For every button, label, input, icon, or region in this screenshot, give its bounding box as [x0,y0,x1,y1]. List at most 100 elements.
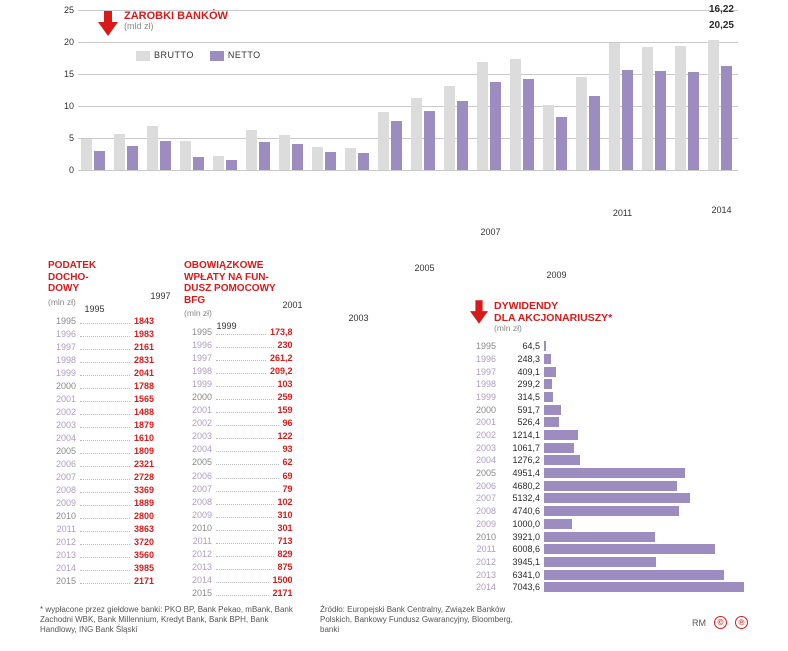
row-year: 2014 [48,562,76,575]
table-row: 20021488 [48,406,154,419]
dividend-row: 20103921,0 [470,530,760,543]
row-year: 1997 [184,352,212,365]
dividend-row: 20064680,2 [470,479,760,492]
row-hbar [544,519,572,529]
row-val: 2041 [134,367,154,380]
table-row: 19972161 [48,341,154,354]
row-hbar [544,493,690,503]
bar-brutto [510,59,521,170]
year-group [246,130,274,170]
bar-brutto [114,134,125,170]
dividend-row: 1998299,2 [470,378,760,391]
row-val: 713 [278,535,293,548]
row-val: 173,8 [270,326,293,339]
row-year: 2009 [470,519,496,529]
bar-netto [622,70,633,170]
row-year: 1995 [48,315,76,328]
year-group: 1995 [81,139,109,170]
year-group: 1999 [213,156,241,170]
row-dots [216,425,279,426]
row-hbar [544,468,685,478]
dividends-sub: (mln zł) [494,324,612,334]
table-row: 200669 [184,470,293,483]
row-val: 4740,6 [502,506,540,516]
row-dots [80,388,130,389]
dividends-title: DYWIDENDYDLA AKCJONARIUSZY* [494,300,612,324]
row-hbar [544,354,551,364]
table-row: 2010301 [184,522,293,535]
row-year: 2012 [184,548,212,561]
row-dots [80,362,130,363]
row-dots [216,491,279,492]
dividend-row: 20054951,4 [470,467,760,480]
bar-brutto [147,126,158,170]
row-dots [216,582,269,583]
row-val: 1000,0 [502,519,540,529]
row-hbar [544,570,724,580]
dividend-row: 1997409,1 [470,365,760,378]
table-bfg-sub: (mln zł) [184,308,293,318]
row-val: 2171 [134,575,154,588]
row-year: 2003 [48,419,76,432]
bar-netto [391,121,402,170]
row-dots [80,557,130,558]
row-year: 2007 [470,493,496,503]
table-row: 2012 3720 [48,536,154,549]
row-dots [216,478,279,479]
row-year: 1998 [470,379,496,389]
table-row: 1999103 [184,378,293,391]
row-year: 2011 [48,523,76,536]
year-group: 2014 [708,40,736,170]
row-dots [80,323,130,324]
bar-brutto [180,141,191,170]
table-row: 200296 [184,417,293,430]
row-val: 1565 [134,393,154,406]
table-row: 2015 2171 [48,575,154,588]
row-val: 7043,6 [502,582,540,592]
y-tick-label: 5 [48,133,74,143]
row-val: 248,3 [502,354,540,364]
row-year: 1997 [470,367,496,377]
dividend-row: 20041276,2 [470,454,760,467]
table-tax-sub: (mln zł) [48,297,154,307]
row-year: 2015 [48,575,76,588]
y-tick-label: 0 [48,165,74,175]
dividend-row: 20116008,6 [470,543,760,556]
row-year: 2008 [184,496,212,509]
bar-brutto [213,156,224,170]
row-year: 1998 [48,354,76,367]
row-val: 1983 [134,328,154,341]
row-dots [216,334,266,335]
row-val: 159 [278,404,293,417]
table-row: 2011713 [184,535,293,548]
table-row: 20113863 [48,523,154,536]
bar-netto [160,141,171,170]
table-row: 20143985 [48,562,154,575]
dividend-row: 20075132,4 [470,492,760,505]
dividend-row: 20147043,6 [470,581,760,594]
row-year: 2012 [48,536,76,549]
bar-brutto [312,147,323,170]
year-group [444,86,472,170]
row-year: 1996 [48,328,76,341]
row-dots [80,505,130,506]
y-gridline [78,170,738,171]
row-year: 2002 [48,406,76,419]
bar-brutto [609,43,620,170]
bar-netto [259,142,270,170]
row-val: 96 [283,417,293,430]
row-dots [216,412,274,413]
row-dots [80,336,130,337]
year-group [675,46,703,170]
row-year: 2007 [184,483,212,496]
row-year: 2013 [470,570,496,580]
top-bar-chart: ZAROBKI BANKÓW (mld zł) BRUTTO NETTO 051… [48,10,738,205]
row-year: 2007 [48,471,76,484]
row-val: 3720 [134,536,154,549]
row-dots [216,386,274,387]
table-row: 2000259 [184,391,293,404]
x-tick-label: 2009 [546,270,566,280]
row-year: 2014 [184,574,212,587]
row-year: 2005 [48,445,76,458]
row-dots [216,595,269,596]
